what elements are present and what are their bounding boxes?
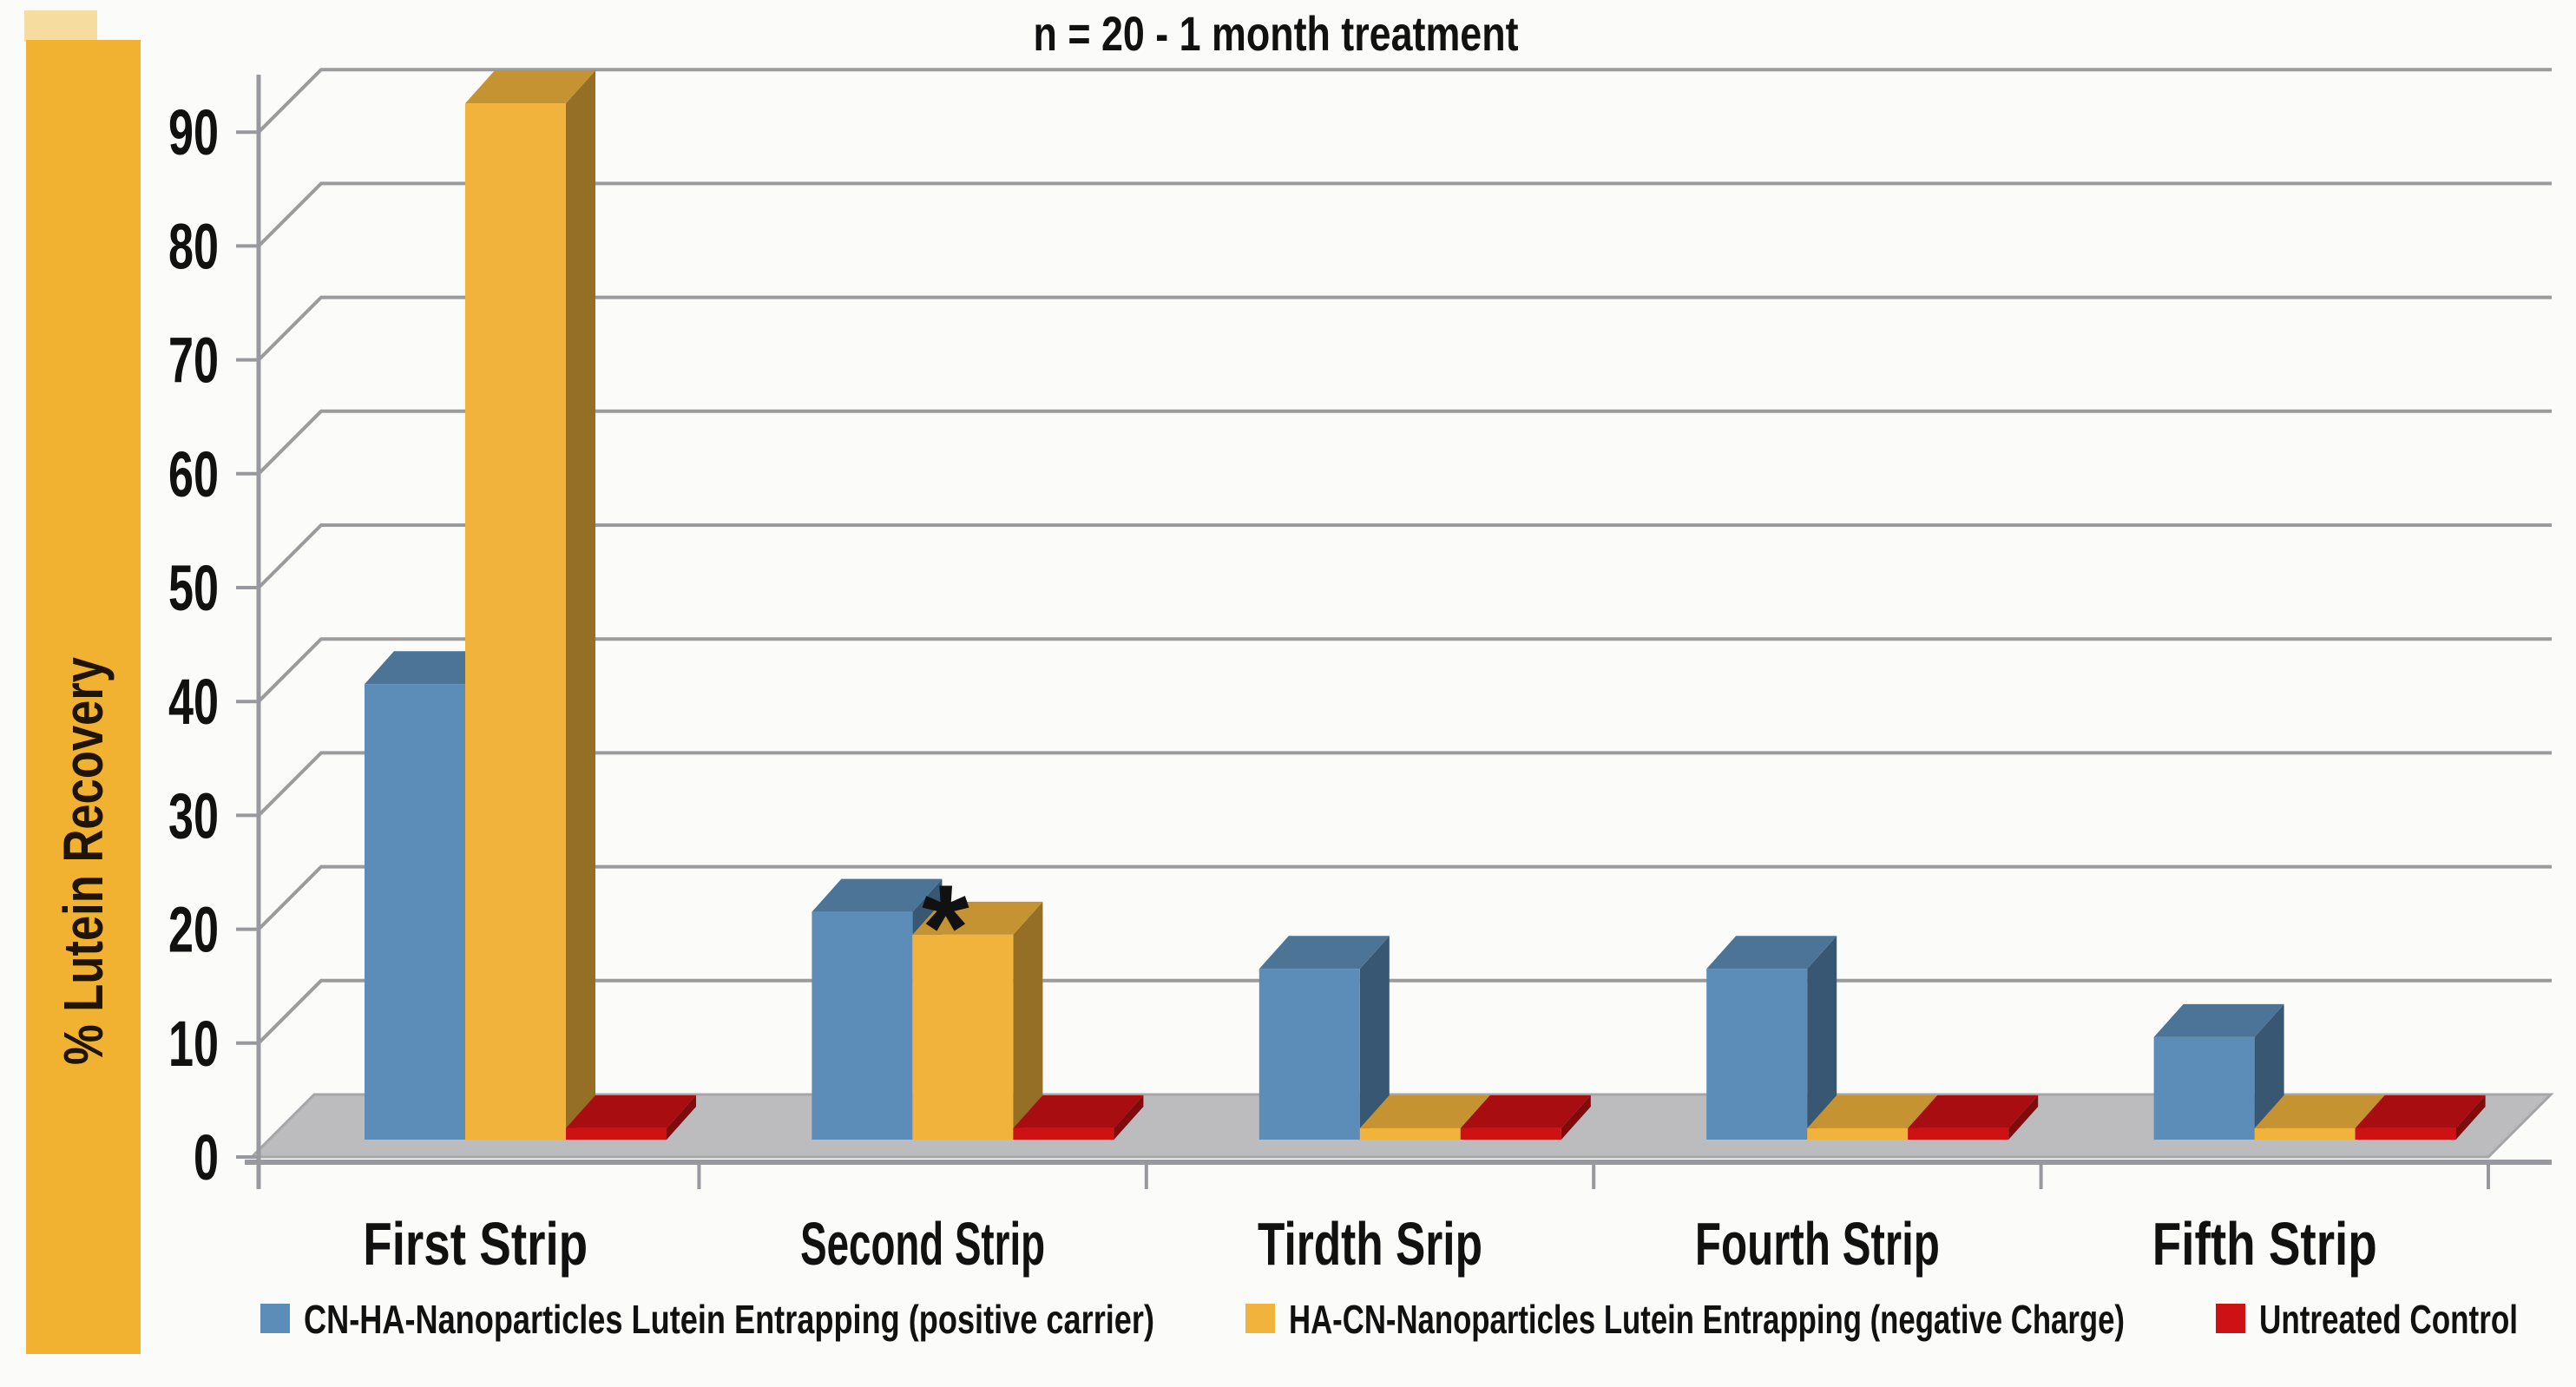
bar-front-face — [1460, 1127, 1561, 1140]
y-axis-band — [26, 40, 141, 1354]
bar-front-face — [465, 103, 566, 1140]
bar-front-face — [1258, 969, 1360, 1140]
chart-title: n = 20 - 1 month treatment — [1034, 6, 1519, 61]
y-tick-label: 70 — [168, 325, 219, 397]
significance-asterisk: * — [922, 859, 969, 996]
category-label: Fifth Strip — [2152, 1210, 2377, 1278]
legend-item: HA-CN-Nanoparticles Lutein Entrapping (n… — [1245, 1297, 2125, 1342]
bar-top-face — [1258, 936, 1390, 970]
bar-front-face — [1706, 969, 1808, 1140]
y-axis-title: % Lutein Recovery — [52, 657, 115, 1065]
bar-front-face — [2254, 1127, 2356, 1140]
bar-top-face — [1706, 936, 1837, 970]
bar-side-face — [1807, 936, 1837, 1140]
legend-label: HA-CN-Nanoparticles Lutein Entrapping (n… — [1289, 1297, 2125, 1342]
bar-series3-cat3 — [1460, 1094, 1591, 1140]
bar-top-face — [912, 901, 1043, 935]
bar-top-face — [1807, 1094, 1938, 1128]
gridline — [257, 295, 2552, 362]
bar-top-face — [1460, 1094, 1591, 1128]
bar-front-face — [1807, 1127, 1909, 1140]
gridline — [257, 864, 2552, 931]
gridline — [257, 637, 2552, 703]
legend-swatch — [260, 1304, 290, 1333]
bar-side-face — [1114, 1094, 1144, 1140]
bar-series2-cat1 — [465, 70, 595, 1140]
gridline — [257, 181, 2552, 247]
category-label: Second Strip — [800, 1210, 1045, 1278]
bar-series2-cat2 — [912, 901, 1043, 1140]
y-tick-label: 60 — [168, 438, 219, 510]
bar-side-face — [1359, 936, 1390, 1140]
bar-front-face — [1908, 1127, 2009, 1140]
bar-side-face — [1561, 1094, 1591, 1140]
y-tick-label: 10 — [168, 1008, 219, 1080]
bar-side-face — [667, 1094, 696, 1140]
legend-item: Untreated Control — [2216, 1297, 2518, 1342]
bar-series3-cat2 — [1013, 1094, 1144, 1140]
category-label: Fourth Strip — [1695, 1210, 1940, 1278]
gridline — [257, 523, 2552, 589]
gridline — [257, 409, 2552, 476]
category-label: Tirdth Srip — [1258, 1210, 1482, 1278]
y-tick-label: 50 — [168, 552, 219, 624]
bar-front-face — [2355, 1127, 2456, 1140]
y-tick-label: 90 — [168, 96, 219, 168]
bar-top-face — [465, 70, 595, 104]
bar-series1-cat4 — [1706, 936, 1837, 1140]
bar-series1-cat5 — [2153, 1003, 2284, 1140]
legend-item: CN-HA-Nanoparticles Lutein Entrapping (p… — [260, 1297, 1154, 1342]
y-tick-label: 20 — [168, 894, 219, 966]
y-tick-label: 0 — [194, 1121, 219, 1193]
y-tick-label: 40 — [168, 666, 219, 738]
y-tick-label: 80 — [168, 210, 219, 282]
bar-top-face — [566, 1094, 696, 1128]
legend-label: Untreated Control — [2259, 1297, 2518, 1342]
bar-top-face — [2355, 1094, 2486, 1128]
bar-side-face — [566, 70, 595, 1140]
bar-series3-cat5 — [2355, 1094, 2486, 1140]
bar-top-face — [1013, 1094, 1144, 1128]
bar-front-face — [1013, 1127, 1114, 1140]
y-tick-label: 30 — [168, 779, 219, 851]
bar-top-face — [1359, 1094, 1490, 1128]
bar-series3-cat4 — [1908, 1094, 2039, 1140]
bar-top-face — [2254, 1094, 2385, 1128]
bar-front-face — [2153, 1036, 2255, 1140]
legend-swatch — [1245, 1304, 1275, 1333]
bar-front-face — [812, 911, 913, 1140]
bar-front-face — [365, 684, 465, 1140]
legend-swatch — [2216, 1304, 2245, 1333]
bar-top-face — [812, 878, 943, 912]
bar-front-face — [1359, 1127, 1461, 1140]
category-label: First Strip — [363, 1210, 588, 1278]
bar-front-face — [912, 934, 1014, 1140]
legend-label: CN-HA-Nanoparticles Lutein Entrapping (p… — [304, 1297, 1154, 1342]
gridline — [257, 68, 2552, 134]
bar-top-face — [2153, 1003, 2284, 1037]
gridline — [257, 751, 2552, 817]
bar-side-face — [2008, 1094, 2039, 1140]
bar-side-face — [1013, 901, 1043, 1140]
bar-side-face — [2455, 1094, 2486, 1140]
bar-top-face — [365, 651, 495, 685]
bar-top-face — [1908, 1094, 2039, 1128]
bar-front-face — [566, 1127, 667, 1140]
bar-series1-cat3 — [1258, 936, 1390, 1140]
y-axis-band-cap — [24, 10, 97, 42]
bar-series3-cat1 — [566, 1094, 696, 1140]
